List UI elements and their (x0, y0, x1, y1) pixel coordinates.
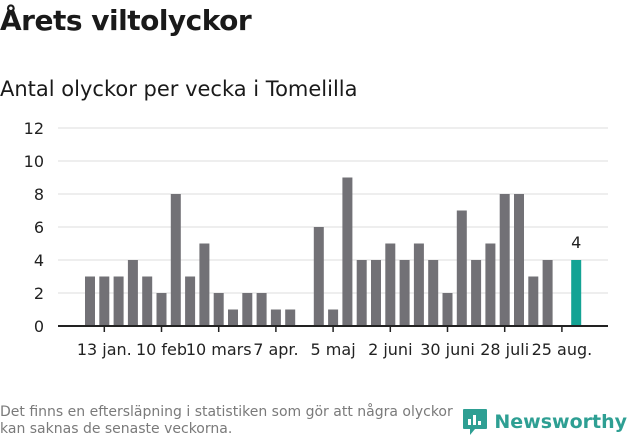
x-tick-label: 30 juni (420, 340, 475, 359)
bar (442, 293, 453, 326)
x-tick-label: 10 mars (186, 340, 252, 359)
bar (471, 260, 482, 326)
bar (356, 260, 367, 326)
bar (514, 194, 524, 326)
bar (270, 309, 281, 326)
y-tick-label: 2 (34, 284, 44, 303)
bar (456, 210, 467, 326)
bar (213, 293, 224, 326)
data-label: 4 (571, 233, 581, 252)
x-tick-label: 25 aug. (532, 340, 593, 359)
bar (99, 276, 110, 326)
bar (399, 260, 410, 326)
x-tick-label: 5 maj (311, 340, 356, 359)
bar (528, 276, 539, 326)
bar (485, 243, 496, 326)
newsworthy-logo-icon (463, 409, 488, 435)
y-tick-label: 6 (34, 218, 44, 237)
y-tick-label: 8 (34, 185, 44, 204)
y-tick-label: 12 (24, 119, 44, 138)
bar (85, 276, 95, 326)
bar (170, 194, 181, 326)
bar (499, 194, 510, 326)
chart-subtitle: Antal olyckor per vecka i Tomelilla (0, 77, 358, 101)
bar (542, 260, 553, 326)
bar (385, 243, 396, 326)
brand[interactable]: Newsworthy (462, 408, 627, 436)
chart-title: Årets viltolyckor (0, 4, 252, 37)
bar (228, 309, 238, 326)
x-tick-label: 28 juli (480, 340, 529, 359)
bar (413, 243, 424, 326)
bar (242, 293, 253, 326)
bar (313, 227, 324, 326)
bar (285, 309, 296, 326)
bar (185, 276, 196, 326)
highlight-bar (571, 260, 582, 326)
bar (428, 260, 439, 326)
bar (127, 260, 138, 326)
x-tick-label: 10 feb (136, 340, 187, 359)
bar (156, 293, 167, 326)
bar (113, 276, 124, 326)
bar (371, 260, 381, 326)
bar (342, 177, 353, 326)
footnote: Det finns en eftersläpning i statistiken… (0, 404, 453, 437)
x-tick-label: 13 jan. (77, 340, 132, 359)
bar (328, 309, 339, 326)
bar (199, 243, 210, 326)
x-tick-label: 7 apr. (253, 340, 298, 359)
y-tick-label: 4 (34, 251, 44, 270)
y-tick-label: 0 (34, 317, 44, 336)
x-tick-label: 2 juni (368, 340, 412, 359)
brand-name: Newsworthy (494, 411, 627, 433)
bar (256, 293, 267, 326)
bar (142, 276, 153, 326)
y-tick-label: 10 (24, 152, 44, 171)
